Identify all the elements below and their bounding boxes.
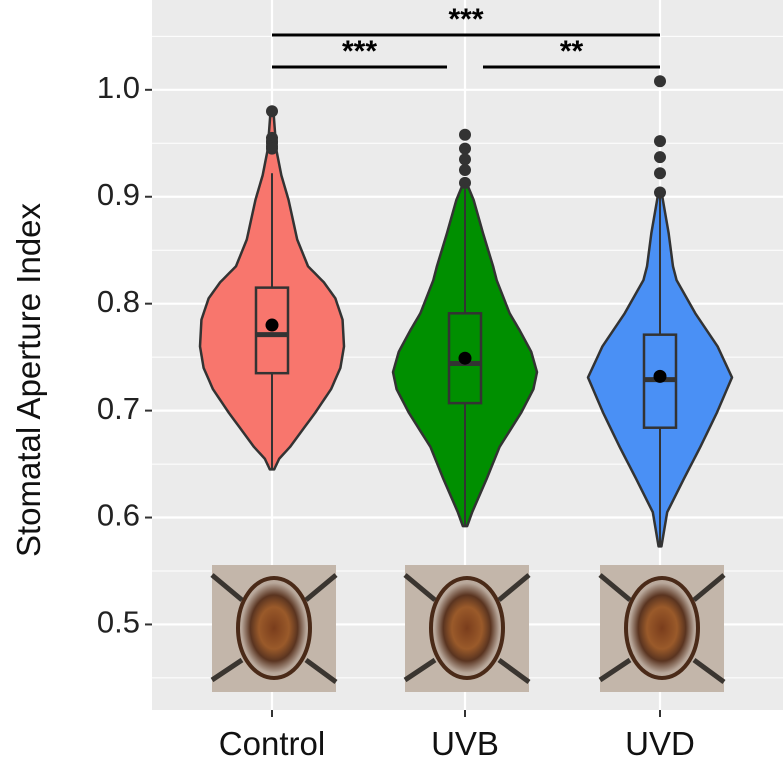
violins [198,75,734,548]
box [447,312,483,405]
outlier-point [654,186,666,199]
y-tick-label: 0.5 [97,605,140,640]
outlier-point [459,153,471,166]
x-tick-label-control: Control [219,725,325,762]
inset-images [210,565,726,692]
outlier-point [654,151,666,164]
outlier-point [459,176,471,189]
outlier-point [654,135,666,148]
y-tick-label: 0.6 [97,498,140,533]
y-tick-label: 0.7 [97,391,140,426]
significance-label: ** [560,35,584,68]
significance-label: *** [342,35,377,68]
cell-wall-lines [210,573,338,685]
mean-point [265,318,279,332]
stoma-shape [429,576,505,680]
mean-point [653,369,667,383]
x-tick-label-uvd: UVD [625,725,695,762]
violin-uvd [586,75,734,548]
outlier-point [459,142,471,155]
outlier-point [459,128,471,141]
outlier-point [654,167,666,180]
outlier-point [459,164,471,177]
x-tick-label-uvb: UVB [431,725,499,762]
y-tick-label: 1.0 [97,70,140,105]
stoma-shape [236,576,312,680]
violin-uvb [391,128,539,528]
violin-control [198,105,346,471]
stoma-shape [624,576,700,680]
outlier-point [654,75,666,88]
cell-wall-lines [403,573,531,685]
significance-brackets: ****** ** [272,3,660,69]
axes: 0.5 0.6 0.7 0.8 0.9 1.0 Control UVB UVD [97,70,695,762]
mean-point [458,351,472,365]
significance-label: *** [448,3,483,36]
cell-wall-lines [598,573,726,685]
y-axis-label: Stomatal Aperture Index [10,202,47,557]
outlier-point [266,105,278,118]
y-tick-label: 0.8 [97,284,140,319]
stomata-photo-uvb [403,565,531,692]
outlier-point [266,142,278,155]
y-tick-label: 0.9 [97,177,140,212]
stomata-photo-control [210,565,338,692]
stomata-photo-uvd [598,565,726,692]
